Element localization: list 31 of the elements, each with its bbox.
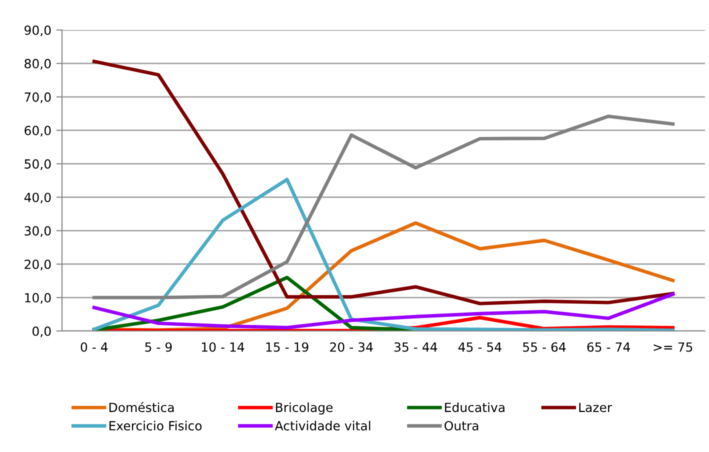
y-tick-label: 20,0: [24, 260, 51, 270]
y-tick-label: 50,0: [24, 159, 51, 170]
x-tick-label: 5 - 9: [145, 342, 172, 352]
x-tick-label: 10 - 14: [202, 342, 244, 352]
y-tick-label: 10,0: [25, 293, 51, 304]
y-tick-label: 80,0: [24, 58, 51, 70]
y-tick-label: 30,0: [24, 226, 51, 237]
x-tick-label: 35 - 44: [394, 342, 438, 352]
legend-label: Actividade vital: [274, 420, 370, 430]
x-tick-label: 45 - 54: [458, 342, 502, 352]
legend-label: Bricolage: [276, 402, 333, 415]
line-series: [92, 292, 675, 330]
line-series: [92, 114, 675, 300]
x-tick-label: 15 - 19: [266, 342, 308, 352]
x-tick-label: 0 - 4: [80, 342, 108, 352]
x-tick-label: 65 - 74: [587, 342, 630, 352]
legend-label: Lazer: [579, 402, 612, 412]
y-tick-label: 40,0: [24, 192, 51, 204]
legend-label: Outra: [444, 421, 478, 430]
x-tick-label: 20 - 34: [330, 342, 373, 352]
line-series: [92, 178, 675, 331]
y-tick-label: 60,0: [24, 126, 51, 137]
legend-label: Doméstica: [109, 402, 174, 412]
y-tick-label: 90,0: [24, 25, 51, 36]
x-tick-label: 55 - 64: [523, 342, 566, 352]
x-tick-label: >= 75: [654, 342, 692, 352]
y-tick-label: 70,0: [24, 92, 51, 104]
legend-label: Exercicio Fisico: [109, 420, 202, 430]
legend-label: Educativa: [445, 402, 504, 412]
y-tick-label: 0,0: [32, 326, 51, 338]
line-series: [92, 60, 675, 306]
